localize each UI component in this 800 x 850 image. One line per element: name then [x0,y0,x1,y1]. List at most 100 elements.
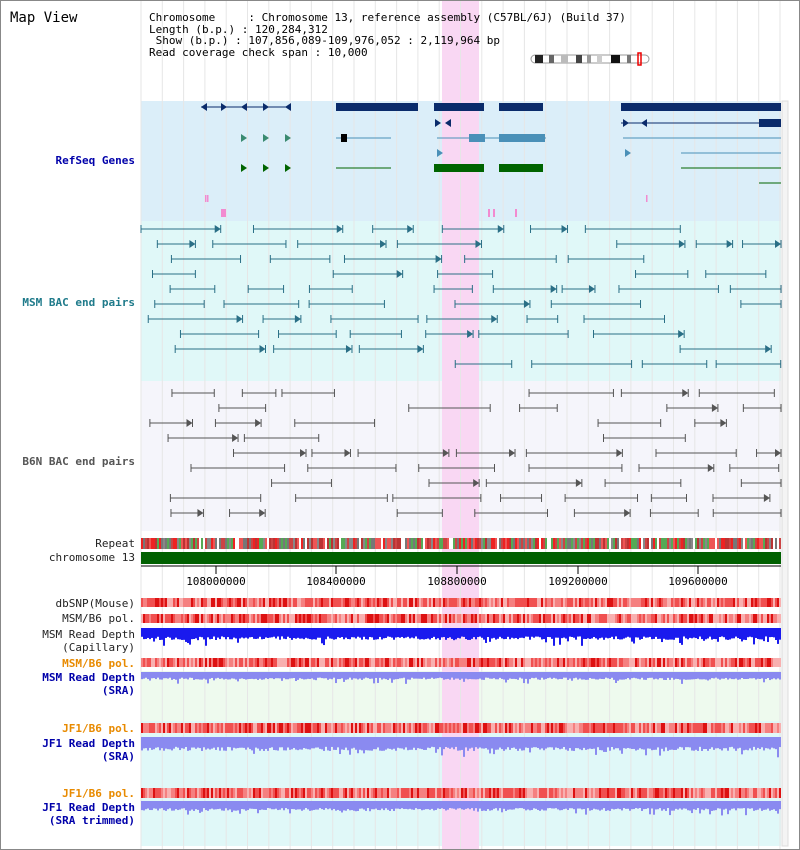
bac-pair[interactable] [500,494,543,502]
bac-pair[interactable] [715,360,782,368]
gene-row-2[interactable] [435,119,781,127]
msm-bac-end-pairs-track[interactable] [140,225,782,368]
bac-pair[interactable] [233,449,307,457]
bac-pair[interactable] [679,345,772,353]
bac-pair[interactable] [561,285,596,293]
track-label-jf1-b6-pol-1[interactable]: JF1/B6 pol. [62,722,135,735]
repeat-track[interactable] [141,538,781,549]
bac-pair[interactable] [169,494,262,502]
bac-pair[interactable] [308,300,385,308]
bac-pair[interactable] [592,330,685,338]
bac-pair[interactable] [295,494,388,502]
jf1-b6-pol-track-1[interactable] [141,723,781,733]
bac-pair[interactable] [147,315,244,323]
track-label-msm-bac[interactable]: MSM BAC end pairs [22,296,135,309]
bac-pair[interactable] [179,330,260,338]
bac-pair[interactable] [712,509,782,517]
track-label-repeat[interactable]: Repeat [95,537,135,550]
bac-pair[interactable] [273,345,353,353]
bac-pair[interactable] [418,464,495,472]
bac-pair[interactable] [485,479,583,487]
gene-row-3[interactable] [241,134,781,157]
bac-pair[interactable] [223,300,300,308]
track-label-b6n-bac[interactable]: B6N BAC end pairs [22,455,135,468]
bac-pair[interactable] [455,449,516,457]
bac-pair[interactable] [618,285,719,293]
bac-pair[interactable] [426,315,498,323]
bac-pair[interactable] [358,345,424,353]
bac-pair[interactable] [742,404,782,412]
bac-pair[interactable] [441,225,505,233]
bac-pair[interactable] [740,479,782,487]
bac-pair[interactable] [252,225,344,233]
bac-pair[interactable] [425,330,474,338]
chromosome-ideogram[interactable] [529,52,653,66]
bac-pair[interactable] [349,330,402,338]
bac-pair[interactable] [428,479,480,487]
bac-pair[interactable] [583,315,665,323]
bac-pair[interactable] [392,494,482,502]
gene-row-4[interactable] [241,164,781,184]
bac-pair[interactable] [729,464,780,472]
bac-pair[interactable] [620,389,689,397]
bac-pair[interactable] [573,509,631,517]
refseq-genes-track[interactable] [201,103,781,217]
bac-pair[interactable] [604,479,682,487]
bac-pair[interactable] [742,240,782,248]
bac-pair[interactable] [269,255,331,263]
bac-pair[interactable] [167,434,239,442]
bac-pair[interactable] [602,434,686,442]
bac-pair[interactable] [705,270,767,278]
bac-pair[interactable] [641,360,708,368]
bac-pair[interactable] [454,300,531,308]
msm-b6-pol-track-1[interactable] [141,614,781,623]
bac-pair[interactable] [278,330,337,338]
jf1-b6-pol-track-2[interactable] [141,788,781,798]
msm-read-depth-capillary-track[interactable] [141,628,781,646]
bac-pair[interactable] [695,240,734,248]
track-label-msm-b6-pol-2[interactable]: MSM/B6 pol. [62,657,135,670]
track-label-msm-b6-pol-1[interactable]: MSM/B6 pol. [62,612,135,625]
bac-pair[interactable] [372,225,414,233]
track-label-jf1-depth-trim-1[interactable]: JF1 Read Depth [42,801,135,814]
bac-pair[interactable] [478,330,569,338]
track-label-msm-depth-sra-1[interactable]: MSM Read Depth [42,671,135,684]
bac-pair[interactable] [454,360,513,368]
bac-pair[interactable] [262,315,302,323]
bac-pair[interactable] [584,225,681,233]
bac-pair[interactable] [756,449,782,457]
bac-pair[interactable] [528,389,614,397]
bac-pair[interactable] [281,389,335,397]
bac-pair[interactable] [712,494,771,502]
msm-read-depth-sra-track[interactable] [141,672,781,684]
bac-pair[interactable] [271,479,332,487]
bac-pair[interactable] [666,404,719,412]
bac-pair[interactable] [650,494,688,502]
bac-pair[interactable] [308,285,353,293]
bac-pair[interactable] [433,285,473,293]
bac-pair[interactable] [635,270,689,278]
bac-pair[interactable] [698,389,775,397]
bac-pair[interactable] [464,255,557,263]
bac-pair[interactable] [297,240,387,248]
bac-pair[interactable] [729,285,782,293]
bac-pair[interactable] [638,464,715,472]
bac-pair[interactable] [151,270,196,278]
bac-pair[interactable] [649,509,699,517]
bac-pair[interactable] [218,404,267,412]
bac-pair[interactable] [241,389,277,397]
bac-pair[interactable] [526,315,559,323]
msm-b6-pol-track-2[interactable] [141,658,781,667]
bac-pair[interactable] [229,509,266,517]
bac-pair[interactable] [149,419,194,427]
track-label-dbsnp[interactable]: dbSNP(Mouse) [55,597,135,610]
bac-pair[interactable] [332,270,404,278]
bac-pair[interactable] [528,464,623,472]
track-label-chromosome[interactable]: chromosome 13 [48,551,135,564]
bac-pair[interactable] [531,360,633,368]
bac-pair[interactable] [154,300,205,308]
track-label-msm-depth-cap-1[interactable]: MSM Read Depth [42,628,135,641]
bac-pair[interactable] [694,419,727,427]
b6n-bac-end-pairs-track[interactable] [149,389,782,517]
